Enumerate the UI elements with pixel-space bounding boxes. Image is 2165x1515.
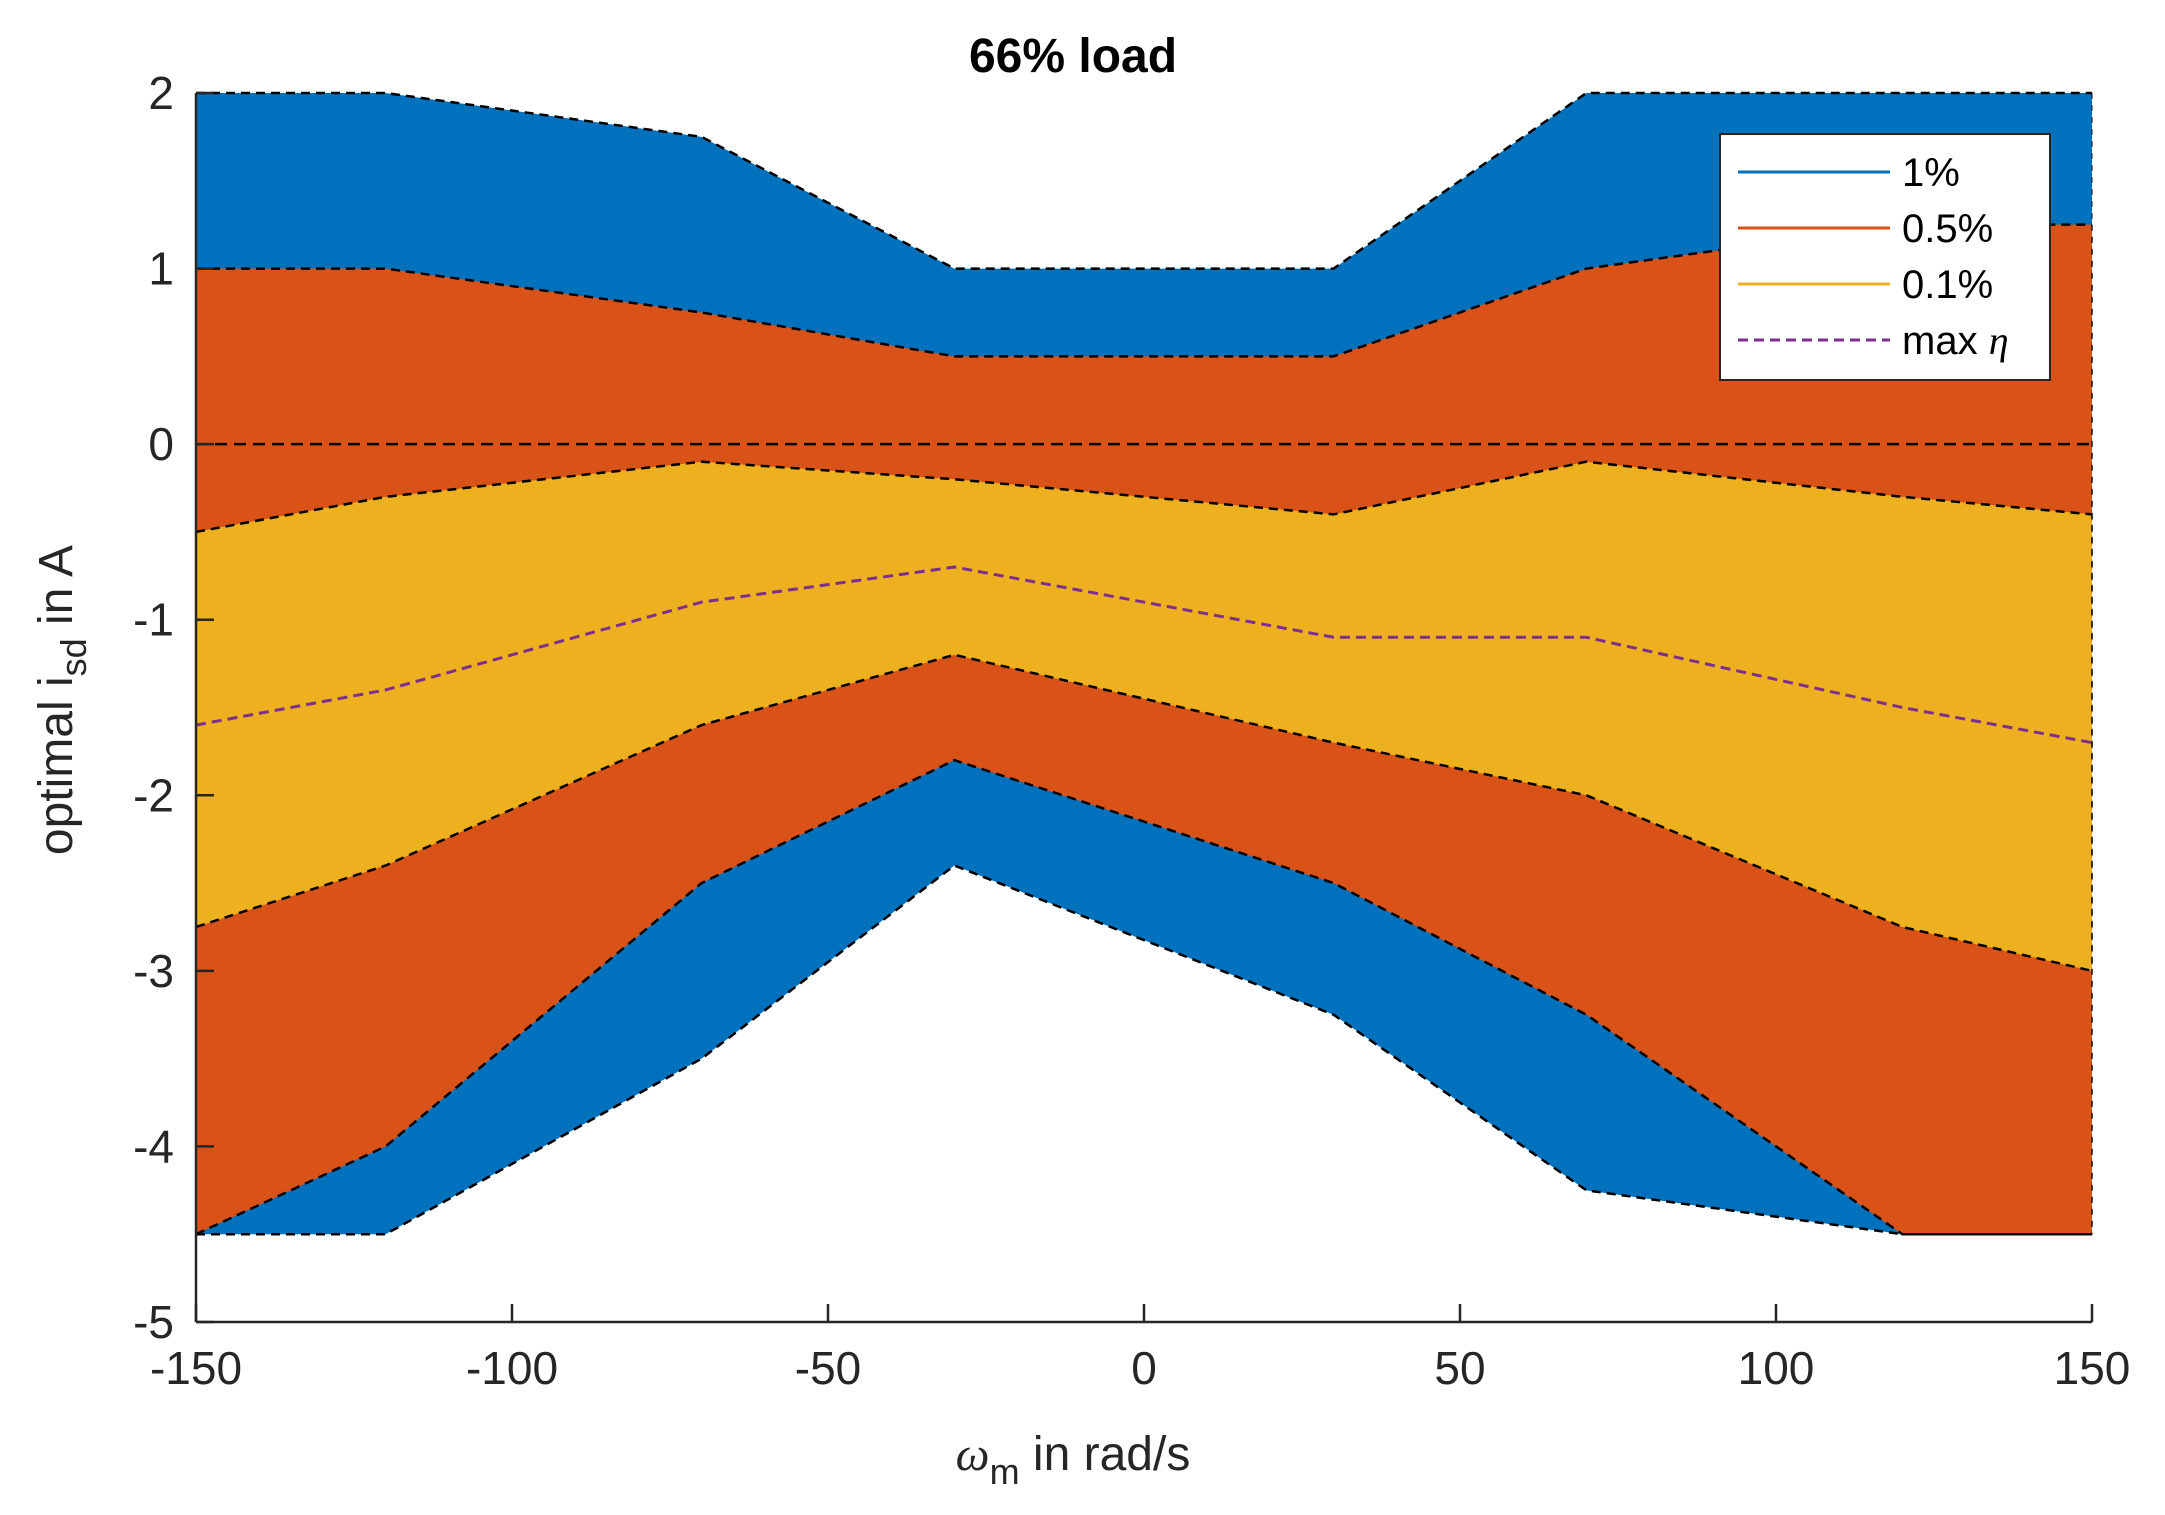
legend-label-eta-symbol: η xyxy=(1989,318,2009,363)
x-axis-label-subscript: m xyxy=(990,1451,1020,1492)
x-axis-label: ωm in rad/s xyxy=(956,1428,1191,1492)
legend-label-0-1pct: 0.1% xyxy=(1902,263,1993,307)
x-tick-label: -100 xyxy=(466,1342,558,1394)
series-max-eta-line xyxy=(195,565,2093,745)
chart-title: 66% load xyxy=(969,30,1177,83)
band-0-5pct-upper-edge xyxy=(196,223,2092,358)
x-tick-label: 150 xyxy=(2054,1342,2131,1394)
y-tick-label: -5 xyxy=(133,1296,174,1348)
y-axis-label-subscript: sd xyxy=(53,638,94,676)
band-0-1pct-lower-edge xyxy=(195,653,2093,973)
legend: 1% 0.5% 0.1% max η xyxy=(1719,133,2051,381)
band-0-5pct-lower-edge xyxy=(195,758,2092,1236)
x-tick-label: -50 xyxy=(795,1342,861,1394)
y-tick-label: -2 xyxy=(133,769,174,821)
legend-label-max-eta: max η xyxy=(1902,318,2009,363)
y-tick-label: -4 xyxy=(133,1120,174,1172)
plot-area xyxy=(195,91,2093,1236)
legend-label-0-5pct: 0.5% xyxy=(1902,207,1993,251)
y-tick-label: 0 xyxy=(148,418,174,470)
x-axis-label-symbol: ω xyxy=(956,1428,990,1481)
band-0-1pct xyxy=(196,461,2092,971)
band-1pct-upper-edge xyxy=(196,91,2092,270)
x-tick-label: 50 xyxy=(1434,1342,1485,1394)
y-tick-label: -3 xyxy=(133,945,174,997)
x-tick-label: -150 xyxy=(150,1342,242,1394)
y-axis-label: optimal isd in A xyxy=(30,545,94,855)
band-1pct-lower-edge xyxy=(196,864,2092,1236)
x-axis-label-text: in rad/s xyxy=(1033,1428,1190,1481)
axes: -150 -100 -50 0 50 100 150 -5 -4 -3 -2 -1 0 1 2 xyxy=(133,67,2130,1394)
legend-label-max-text: max xyxy=(1902,319,1978,363)
x-tick-label: 0 xyxy=(1131,1342,1157,1394)
y-axis-label-prefix: optimal i xyxy=(30,676,83,855)
y-tick-label: 2 xyxy=(148,67,174,119)
x-tick-label: 100 xyxy=(1738,1342,1815,1394)
y-tick-label: 1 xyxy=(148,243,174,295)
y-tick-label: -1 xyxy=(133,594,174,646)
legend-label-1pct: 1% xyxy=(1902,151,1960,195)
band-0-1pct-upper-edge xyxy=(195,460,2093,534)
y-axis-label-suffix: in A xyxy=(30,545,83,625)
